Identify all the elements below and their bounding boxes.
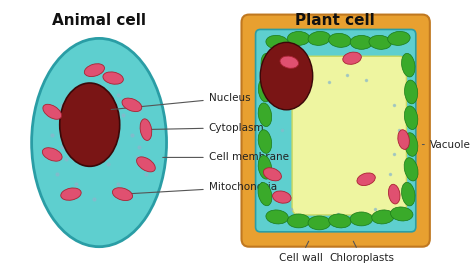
- Ellipse shape: [328, 214, 351, 228]
- Ellipse shape: [266, 210, 288, 224]
- Ellipse shape: [372, 210, 394, 224]
- Ellipse shape: [266, 35, 288, 49]
- Text: Animal cell: Animal cell: [52, 13, 146, 28]
- Ellipse shape: [389, 184, 400, 204]
- Text: Cell wall: Cell wall: [279, 241, 322, 263]
- Ellipse shape: [357, 173, 375, 186]
- Ellipse shape: [308, 216, 330, 230]
- Ellipse shape: [401, 182, 415, 206]
- Ellipse shape: [258, 103, 272, 127]
- Ellipse shape: [258, 130, 272, 153]
- Ellipse shape: [32, 38, 166, 247]
- Ellipse shape: [350, 212, 373, 226]
- Ellipse shape: [404, 133, 418, 156]
- FancyBboxPatch shape: [255, 30, 416, 232]
- Ellipse shape: [258, 78, 272, 102]
- Ellipse shape: [42, 148, 62, 161]
- Ellipse shape: [388, 31, 410, 45]
- Ellipse shape: [137, 157, 155, 172]
- FancyBboxPatch shape: [241, 15, 430, 247]
- Ellipse shape: [84, 64, 104, 77]
- Ellipse shape: [404, 158, 418, 181]
- Ellipse shape: [308, 31, 330, 45]
- Text: Nucleus: Nucleus: [111, 93, 250, 110]
- Ellipse shape: [404, 106, 418, 130]
- Ellipse shape: [391, 207, 413, 221]
- Ellipse shape: [258, 182, 272, 206]
- Ellipse shape: [398, 130, 410, 149]
- Ellipse shape: [264, 168, 282, 181]
- Ellipse shape: [369, 35, 392, 49]
- Ellipse shape: [61, 188, 81, 200]
- Ellipse shape: [60, 83, 120, 166]
- Text: Cytoplasm: Cytoplasm: [142, 123, 264, 133]
- Ellipse shape: [280, 56, 299, 68]
- Ellipse shape: [122, 98, 142, 111]
- Text: Chloroplasts: Chloroplasts: [329, 241, 394, 263]
- Text: Cell membrane: Cell membrane: [163, 152, 289, 163]
- Ellipse shape: [260, 42, 313, 110]
- Ellipse shape: [43, 104, 62, 119]
- Ellipse shape: [287, 214, 310, 228]
- Text: Plant cell: Plant cell: [295, 13, 375, 28]
- FancyBboxPatch shape: [292, 56, 406, 215]
- Ellipse shape: [261, 53, 274, 77]
- Ellipse shape: [287, 31, 310, 45]
- Ellipse shape: [273, 191, 291, 203]
- Ellipse shape: [103, 72, 123, 84]
- Ellipse shape: [140, 119, 152, 140]
- Ellipse shape: [350, 35, 373, 49]
- Ellipse shape: [404, 80, 418, 104]
- Ellipse shape: [343, 52, 361, 64]
- Text: Vacuole: Vacuole: [422, 140, 471, 149]
- Ellipse shape: [112, 188, 133, 201]
- Ellipse shape: [328, 33, 351, 47]
- Ellipse shape: [258, 156, 272, 179]
- Ellipse shape: [401, 53, 415, 77]
- Text: Mitochondria: Mitochondria: [125, 182, 277, 194]
